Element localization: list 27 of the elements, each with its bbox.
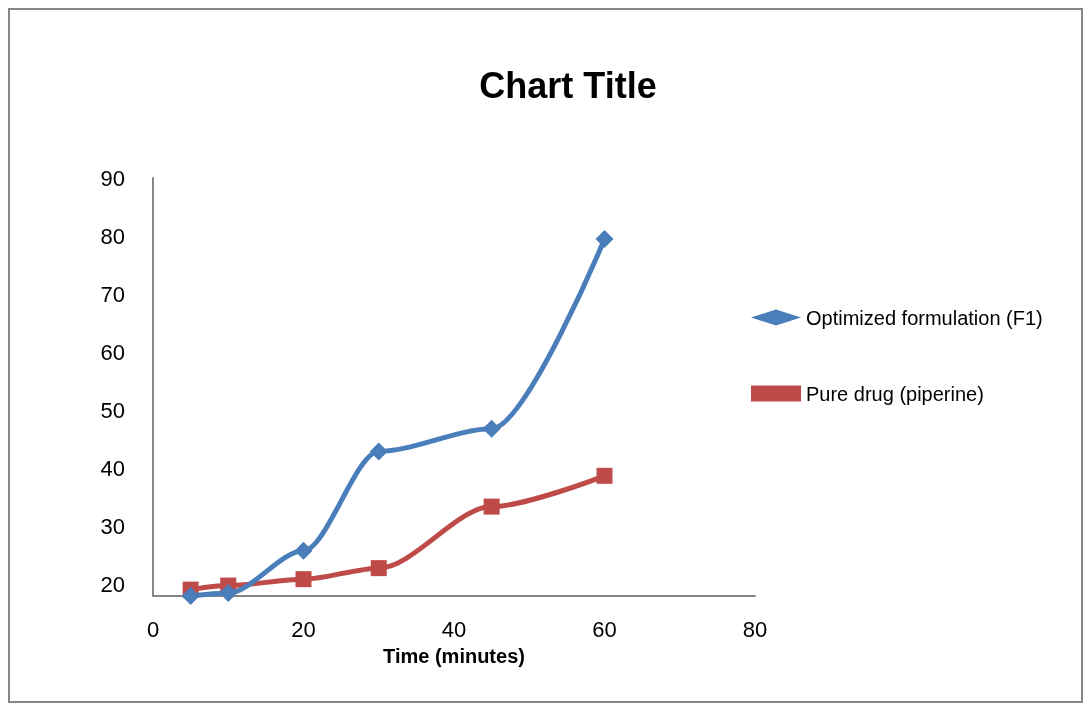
legend-label: Pure drug (piperine) bbox=[806, 382, 984, 405]
point bbox=[219, 584, 238, 603]
y-tick-label: 60 bbox=[100, 339, 125, 365]
x-tick-label: 20 bbox=[291, 616, 316, 642]
y-tick-label: 80 bbox=[100, 223, 125, 249]
point bbox=[294, 541, 313, 560]
point bbox=[596, 467, 613, 484]
point bbox=[181, 587, 200, 605]
y-tick-label: 40 bbox=[100, 455, 125, 481]
chart-title: Chart Title bbox=[479, 64, 657, 106]
point bbox=[369, 442, 388, 461]
point bbox=[295, 571, 312, 588]
y-tick-label: 50 bbox=[100, 397, 125, 423]
x-tick-label: 80 bbox=[742, 616, 768, 642]
x-tick-label: 0 bbox=[146, 616, 160, 642]
y-tick-label: 70 bbox=[100, 281, 125, 307]
legend-label: Optimized formulation (F1) bbox=[806, 306, 1043, 329]
point bbox=[370, 560, 387, 577]
y-tick-label: 90 bbox=[100, 165, 125, 191]
x-tick-label: 40 bbox=[441, 616, 467, 642]
point bbox=[482, 419, 501, 438]
x-tick-label: 60 bbox=[592, 616, 617, 642]
y-tick-label: 30 bbox=[100, 513, 125, 539]
y-tick-label: 20 bbox=[100, 571, 125, 597]
x-axis-title: Time (minutes) bbox=[383, 645, 525, 667]
point bbox=[483, 498, 500, 515]
point bbox=[595, 229, 614, 248]
